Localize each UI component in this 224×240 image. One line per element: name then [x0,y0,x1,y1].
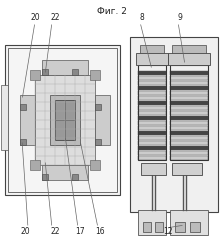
Bar [170,106,208,110]
Bar [90,160,100,170]
Bar [42,60,88,75]
Text: 20: 20 [20,228,30,236]
Bar [138,91,166,95]
Bar [72,69,78,75]
Bar [170,146,208,150]
Bar [138,101,166,105]
Bar [130,37,218,212]
Bar [20,104,26,110]
Bar [72,174,78,180]
Bar [90,70,100,80]
Bar [138,131,166,135]
Bar [35,75,95,165]
Bar [138,116,166,120]
Bar [1,85,8,150]
Text: 8: 8 [140,13,144,23]
Bar [136,53,168,65]
Bar [172,163,202,175]
Bar [172,45,206,53]
Text: 16: 16 [95,228,105,236]
Bar [138,156,166,160]
Bar [170,81,208,85]
Bar [138,126,166,130]
Bar [190,222,200,232]
Bar [170,121,208,125]
Bar [50,95,80,145]
Bar [42,174,48,180]
Bar [138,71,166,75]
Bar [170,86,208,90]
Bar [170,96,208,100]
Bar [143,222,151,232]
Bar [155,222,163,232]
Bar [30,70,40,80]
Bar [170,111,208,115]
Bar [170,141,208,145]
Bar [42,69,48,75]
Bar [170,101,208,105]
Text: 22: 22 [50,228,60,236]
Bar [138,141,166,145]
Bar [95,104,101,110]
Bar [170,131,208,135]
Bar [170,210,208,235]
Bar [175,222,185,232]
Bar [95,139,101,145]
Bar [170,91,208,95]
Text: 12: 12 [163,228,173,236]
Bar [170,116,208,120]
Bar [170,151,208,155]
Bar [170,71,208,75]
Bar [138,151,166,155]
Bar [5,45,120,195]
Bar [138,86,166,90]
Bar [138,65,166,160]
Bar [138,146,166,150]
Bar [55,100,75,140]
Bar [140,45,164,53]
Text: 20: 20 [30,13,40,23]
Text: Фиг. 2: Фиг. 2 [97,7,127,17]
Bar [138,96,166,100]
Text: 9: 9 [178,13,182,23]
Text: 22: 22 [50,13,60,23]
Bar [20,139,26,145]
Bar [138,106,166,110]
Bar [168,53,210,65]
Bar [170,136,208,140]
Bar [170,126,208,130]
Text: 17: 17 [75,228,85,236]
Bar [138,121,166,125]
Bar [138,210,166,235]
Bar [138,111,166,115]
Bar [20,95,35,145]
Bar [138,81,166,85]
Bar [42,165,88,180]
Bar [141,163,166,175]
Bar [138,76,166,80]
Bar [8,48,117,192]
Bar [95,95,110,145]
Bar [30,160,40,170]
Bar [170,76,208,80]
Bar [170,65,208,160]
Bar [138,136,166,140]
Bar [170,156,208,160]
